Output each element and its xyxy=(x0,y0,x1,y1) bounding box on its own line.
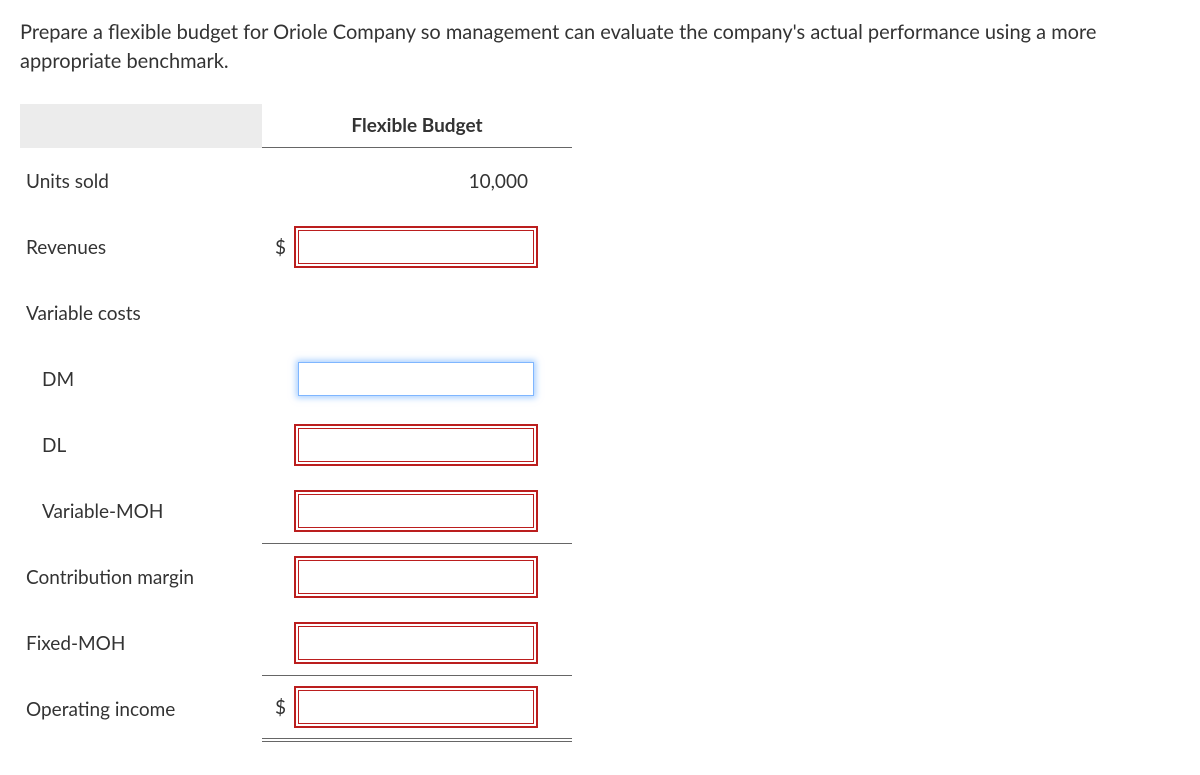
input-variable-moh[interactable] xyxy=(298,494,534,528)
label-variable-costs: Variable costs xyxy=(20,302,262,325)
input-dl[interactable] xyxy=(298,428,534,462)
question-prompt: Prepare a flexible budget for Oriole Com… xyxy=(20,18,1180,76)
currency-symbol-revenues: $ xyxy=(262,236,298,259)
currency-symbol-operating-income: $ xyxy=(262,696,298,719)
row-revenues: Revenues $ xyxy=(20,214,572,280)
label-dm: DM xyxy=(20,368,262,391)
label-contribution-margin: Contribution margin xyxy=(20,566,262,589)
input-contribution-margin[interactable] xyxy=(298,560,534,594)
label-fixed-moh: Fixed-MOH xyxy=(20,632,262,655)
input-operating-income[interactable] xyxy=(298,690,534,724)
input-dm[interactable] xyxy=(298,362,534,396)
row-variable-moh: Variable-MOH xyxy=(20,478,572,544)
row-operating-income: Operating income $ xyxy=(20,676,572,742)
header-label-blank xyxy=(20,104,262,148)
row-units-sold: Units sold 10,000 xyxy=(20,148,572,214)
flexible-budget-table: Flexible Budget Units sold 10,000 Revenu… xyxy=(20,104,572,742)
label-operating-income: Operating income xyxy=(20,698,262,721)
header-row: Flexible Budget xyxy=(20,104,572,148)
row-fixed-moh: Fixed-MOH xyxy=(20,610,572,676)
label-revenues: Revenues xyxy=(20,236,262,259)
row-variable-costs-header: Variable costs xyxy=(20,280,572,346)
input-fixed-moh[interactable] xyxy=(298,626,534,660)
input-revenues[interactable] xyxy=(298,230,534,264)
row-dl: DL xyxy=(20,412,572,478)
label-dl: DL xyxy=(20,434,262,457)
value-units-sold: 10,000 xyxy=(298,170,534,193)
label-units-sold: Units sold xyxy=(20,170,262,193)
label-variable-moh: Variable-MOH xyxy=(20,500,262,523)
row-dm: DM xyxy=(20,346,572,412)
header-flexible-budget: Flexible Budget xyxy=(262,104,572,148)
row-contribution-margin: Contribution margin xyxy=(20,544,572,610)
